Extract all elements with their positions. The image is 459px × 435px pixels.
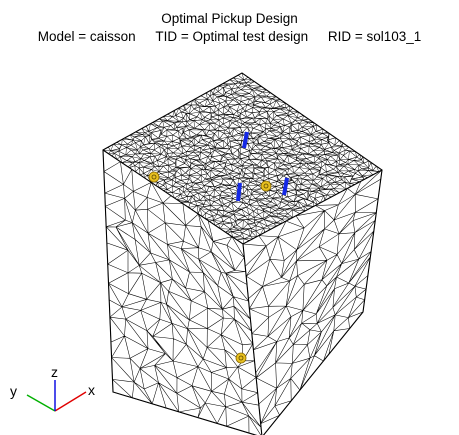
tid-label: TID = Optimal test design <box>155 29 309 44</box>
z-axis-label: z <box>51 364 58 380</box>
model-label: Model = caisson <box>37 29 136 44</box>
caisson-outline <box>102 72 383 435</box>
pickup-sensors <box>236 131 289 202</box>
plot-metadata: Model = caisson TID = Optimal test desig… <box>0 28 459 46</box>
pickup-sensor-2 <box>236 182 242 202</box>
node-marker-1 <box>148 171 160 183</box>
pickup-sensor-3 <box>282 177 289 196</box>
caisson-top-face-mesh <box>102 72 383 245</box>
x-axis-line <box>54 391 87 412</box>
pickup-sensor-1 <box>242 131 249 149</box>
y-axis-label: y <box>10 383 17 399</box>
node-marker-3 <box>235 352 247 364</box>
title-block: Optimal Pickup Design Model = caisson TI… <box>0 10 459 46</box>
coordinate-triad: x y z <box>10 364 95 412</box>
node-markers <box>148 171 272 364</box>
rid-label: RID = sol103_1 <box>327 29 422 44</box>
plot-title: Optimal Pickup Design <box>161 11 298 26</box>
node-marker-2 <box>260 180 272 192</box>
y-axis-line <box>26 394 56 412</box>
x-axis-label: x <box>88 382 95 398</box>
